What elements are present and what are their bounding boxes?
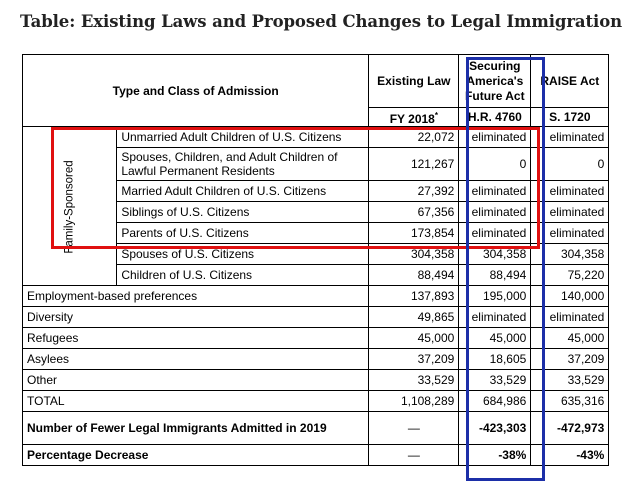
cell-securing: 18,605 xyxy=(458,348,532,370)
cell-raise: eliminated xyxy=(530,126,610,148)
row-label: Diversity xyxy=(21,306,370,328)
row-label: Parents of U.S. Citizens xyxy=(116,222,370,244)
cell-raise: 0 xyxy=(530,147,610,181)
header-subrow: FY 2018* H.R. 4760 S. 1720 xyxy=(23,107,610,127)
family-sponsored-label: Family-Sponsored xyxy=(21,126,118,286)
cell-existing: 137,893 xyxy=(368,285,460,307)
cell-raise: 45,000 xyxy=(530,327,610,349)
cell-raise: 75,220 xyxy=(530,264,610,286)
cell-raise: eliminated xyxy=(530,222,610,244)
header-type-class: Type and Class of Admission xyxy=(21,54,370,127)
table-row: Employment-based preferences 137,893 195… xyxy=(21,285,610,307)
table-row: Other 33,529 33,529 33,529 xyxy=(21,369,610,391)
header-securing-line3: Future Act xyxy=(465,88,525,103)
header-row: Type and Class of Admission Existing Law… xyxy=(21,54,610,127)
cell-securing: eliminated xyxy=(458,201,532,223)
table-row: Number of Fewer Legal Immigrants Admitte… xyxy=(21,411,610,445)
table-row: TOTAL 1,108,289 684,986 635,316 xyxy=(21,390,610,412)
header-fy-text: FY 2018 xyxy=(389,111,435,126)
header-fy: FY 2018* xyxy=(368,107,460,127)
cell-existing: — xyxy=(368,411,460,445)
row-label: Spouses of U.S. Citizens xyxy=(116,243,370,265)
cell-securing: 0 xyxy=(458,147,532,181)
row-label: Children of U.S. Citizens xyxy=(116,264,370,286)
cell-securing: 33,529 xyxy=(458,369,532,391)
cell-raise: 37,209 xyxy=(530,348,610,370)
cell-existing: 67,356 xyxy=(368,201,460,223)
row-label: Refugees xyxy=(21,327,370,349)
cell-existing: 37,209 xyxy=(368,348,460,370)
header-fy-mark: * xyxy=(434,110,438,120)
cell-raise: -43% xyxy=(530,444,610,466)
cell-existing: 304,358 xyxy=(368,243,460,265)
cell-existing: 45,000 xyxy=(368,327,460,349)
table-row: Percentage Decrease — -38% -43% xyxy=(21,444,610,466)
cell-raise: 33,529 xyxy=(530,369,610,391)
cell-securing: 45,000 xyxy=(458,327,532,349)
cell-securing: eliminated xyxy=(458,222,532,244)
cell-securing: 684,986 xyxy=(458,390,532,412)
cell-existing: 27,392 xyxy=(368,180,460,202)
row-label: Asylees xyxy=(21,348,370,370)
cell-existing: 1,108,289 xyxy=(368,390,460,412)
row-label: Married Adult Children of U.S. Citizens xyxy=(116,180,370,202)
table-row: Children of U.S. Citizens 88,494 88,494 … xyxy=(23,264,610,286)
table-row: Parents of U.S. Citizens 173,854 elimina… xyxy=(23,222,610,244)
cell-securing: eliminated xyxy=(458,126,532,148)
table-row: Diversity 49,865 eliminated eliminated xyxy=(21,306,610,328)
cell-securing: -38% xyxy=(458,444,532,466)
cell-existing: 173,854 xyxy=(368,222,460,244)
page-title: Table: Existing Laws and Proposed Change… xyxy=(20,12,622,31)
row-label: Number of Fewer Legal Immigrants Admitte… xyxy=(21,411,370,445)
table-row: Asylees 37,209 18,605 37,209 xyxy=(21,348,610,370)
cell-securing: eliminated xyxy=(458,306,532,328)
row-label: Spouses, Children, and Adult Children of… xyxy=(116,147,370,181)
cell-securing: -423,303 xyxy=(458,411,532,445)
header-raise: RAISE Act xyxy=(530,54,610,108)
cell-existing: — xyxy=(368,444,460,466)
cell-existing: 22,072 xyxy=(368,126,460,148)
header-securing: Securing America's Future Act xyxy=(458,54,532,108)
table-row: Married Adult Children of U.S. Citizens … xyxy=(23,180,610,202)
row-label: Other xyxy=(21,369,370,391)
cell-raise: 304,358 xyxy=(530,243,610,265)
cell-securing: eliminated xyxy=(458,180,532,202)
row-label: Unmarried Adult Children of U.S. Citizen… xyxy=(116,126,370,148)
cell-raise: eliminated xyxy=(530,201,610,223)
cell-securing: 195,000 xyxy=(458,285,532,307)
cell-raise: eliminated xyxy=(530,180,610,202)
cell-existing: 33,529 xyxy=(368,369,460,391)
header-hr: H.R. 4760 xyxy=(458,107,532,127)
immigration-table: Type and Class of Admission Existing Law… xyxy=(21,54,610,466)
family-sponsored-text: Family-Sponsored xyxy=(63,159,76,254)
cell-securing: 88,494 xyxy=(458,264,532,286)
row-label: Siblings of U.S. Citizens xyxy=(116,201,370,223)
cell-raise: 635,316 xyxy=(530,390,610,412)
table-row: Family-Sponsored Unmarried Adult Childre… xyxy=(21,126,610,286)
table-row: Refugees 45,000 45,000 45,000 xyxy=(21,327,610,349)
row-label: Percentage Decrease xyxy=(21,444,370,466)
cell-existing: 88,494 xyxy=(368,264,460,286)
header-securing-line1: Securing xyxy=(469,58,521,73)
cell-existing: 121,267 xyxy=(368,147,460,181)
cell-raise: eliminated xyxy=(530,306,610,328)
cell-raise: -472,973 xyxy=(530,411,610,445)
table-row: Siblings of U.S. Citizens 67,356 elimina… xyxy=(23,201,610,223)
header-s: S. 1720 xyxy=(530,107,610,127)
cell-raise: 140,000 xyxy=(530,285,610,307)
cell-existing: 49,865 xyxy=(368,306,460,328)
header-existing-law: Existing Law xyxy=(368,54,460,108)
row-label: Employment-based preferences xyxy=(21,285,370,307)
header-securing-line2: America's xyxy=(466,73,524,88)
row-label: TOTAL xyxy=(21,390,370,412)
cell-securing: 304,358 xyxy=(458,243,532,265)
